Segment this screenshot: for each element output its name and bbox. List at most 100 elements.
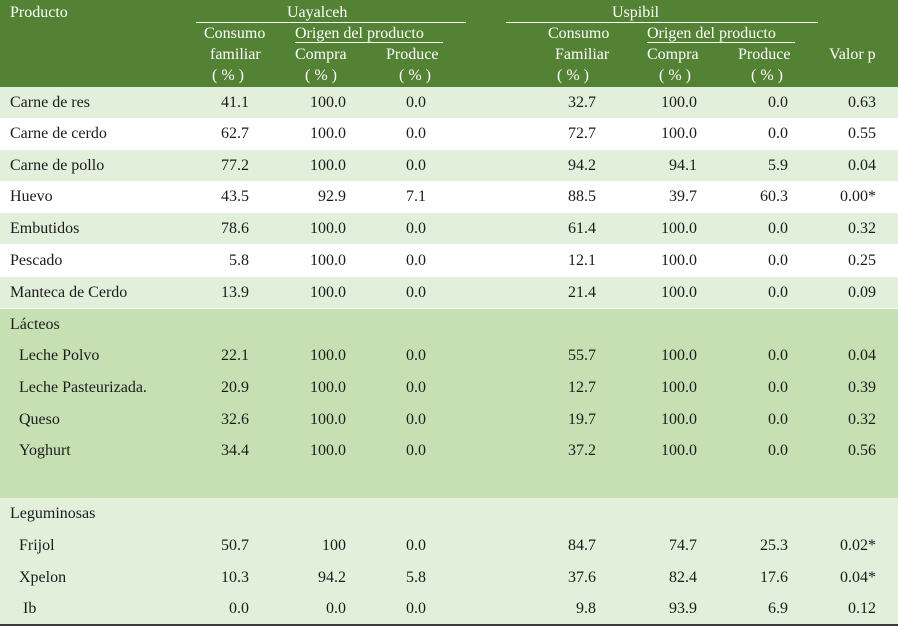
- table-header: Producto Uayalceh Uspibil Consumo famili…: [0, 0, 898, 87]
- cell-uay-compra: 100.0: [310, 157, 346, 174]
- row-label: Ib: [23, 600, 37, 617]
- table-row: Queso 32.6 100.0 0.0 19.7 100.0 0.0 0.32: [0, 404, 898, 435]
- cell-usp-compra: 100.0: [661, 379, 697, 396]
- table-row: Huevo 43.5 92.9 7.1 88.5 39.7 60.3 0.00*: [0, 181, 898, 212]
- cell-uay-compra: 100.0: [310, 379, 346, 396]
- row-label: Carne de pollo: [10, 157, 105, 174]
- cell-usp-consumo: 12.7: [568, 379, 596, 396]
- cell-usp-compra: 74.7: [669, 537, 697, 554]
- header-consumo-1-line2: familiar: [210, 46, 261, 63]
- header-consumo-2-pct: ( % ): [557, 67, 589, 84]
- table-row: Carne de res 41.1 100.0 0.0 32.7 100.0 0…: [0, 87, 898, 118]
- row-label: Carne de res: [10, 94, 90, 111]
- header-consumo-1-line1: Consumo: [204, 25, 266, 42]
- cell-usp-produce: 6.9: [768, 600, 788, 617]
- header-produce-1-pct: ( % ): [399, 67, 431, 84]
- cell-usp-consumo: 12.1: [568, 252, 596, 269]
- cell-uay-produce: 0.0: [406, 600, 426, 617]
- row-label: Xpelon: [19, 569, 67, 586]
- table-row: Leche Polvo 22.1 100.0 0.0 55.7 100.0 0.…: [0, 340, 898, 371]
- cell-usp-produce: 0.0: [768, 411, 788, 428]
- table-row: Carne de cerdo 62.7 100.0 0.0 72.7 100.0…: [0, 118, 898, 149]
- cell-valor-p: 0.02*: [840, 537, 876, 554]
- header-produce-2: Produce: [738, 46, 791, 63]
- cell-uay-produce: 0.0: [406, 220, 426, 237]
- cell-usp-produce: 0.0: [768, 284, 788, 301]
- cell-uay-consumo: 5.8: [229, 252, 249, 269]
- cell-valor-p: 0.56: [848, 442, 876, 459]
- table-row: Embutidos 78.6 100.0 0.0 61.4 100.0 0.0 …: [0, 213, 898, 244]
- cell-uay-consumo: 41.1: [221, 94, 249, 111]
- row-label: Embutidos: [10, 220, 80, 237]
- group-uspibil-rule: [506, 22, 818, 23]
- cell-usp-consumo: 21.4: [568, 284, 596, 301]
- cell-usp-produce: 17.6: [760, 569, 788, 586]
- cell-usp-produce: 0.0: [768, 220, 788, 237]
- cell-uay-consumo: 62.7: [221, 125, 249, 142]
- cell-uay-compra: 0.0: [326, 600, 346, 617]
- cell-uay-compra: 94.2: [318, 569, 346, 586]
- cell-valor-p: 0.04: [848, 347, 876, 364]
- cell-usp-compra: 39.7: [669, 188, 697, 205]
- cell-uay-produce: 0.0: [406, 94, 426, 111]
- cell-usp-consumo: 72.7: [568, 125, 596, 142]
- cell-usp-consumo: 88.5: [568, 188, 596, 205]
- cell-uay-consumo: 77.2: [221, 157, 249, 174]
- cell-usp-produce: 0.0: [768, 252, 788, 269]
- cell-uay-compra: 100: [322, 537, 346, 554]
- cell-usp-compra: 93.9: [669, 600, 697, 617]
- cell-usp-consumo: 61.4: [568, 220, 596, 237]
- group-row-lacteos: Lácteos: [0, 309, 898, 340]
- cell-valor-p: 0.12: [848, 600, 876, 617]
- cell-uay-consumo: 20.9: [221, 379, 249, 396]
- cell-usp-produce: 0.0: [768, 125, 788, 142]
- cell-uay-consumo: 50.7: [221, 537, 249, 554]
- row-label: Huevo: [10, 188, 53, 205]
- cell-usp-compra: 94.1: [669, 157, 697, 174]
- cell-valor-p: 0.63: [848, 94, 876, 111]
- cell-uay-produce: 0.0: [406, 252, 426, 269]
- header-origen-1: Origen del producto: [295, 25, 424, 42]
- cell-uay-produce: 7.1: [406, 188, 426, 205]
- header-group-uayalceh: Uayalceh: [287, 4, 348, 21]
- cell-usp-consumo: 94.2: [568, 157, 596, 174]
- lacteos-block: [0, 309, 898, 498]
- cell-usp-compra: 100.0: [661, 220, 697, 237]
- header-compra-2: Compra: [647, 46, 699, 63]
- cell-usp-produce: 60.3: [760, 188, 788, 205]
- leguminosas-block: [0, 498, 898, 624]
- cell-valor-p: 0.09: [848, 284, 876, 301]
- header-compra-2-pct: ( % ): [659, 67, 691, 84]
- table-bottom-rule: [0, 624, 898, 626]
- cell-usp-compra: 100.0: [661, 252, 697, 269]
- cell-valor-p: 0.25: [848, 252, 876, 269]
- table-row: Yoghurt 34.4 100.0 0.0 37.2 100.0 0.0 0.…: [0, 435, 898, 466]
- group-label: Leguminosas: [10, 505, 96, 522]
- cell-valor-p: 0.39: [848, 379, 876, 396]
- cell-usp-compra: 100.0: [661, 94, 697, 111]
- header-compra-1-pct: ( % ): [305, 67, 337, 84]
- header-compra-1: Compra: [295, 46, 347, 63]
- cell-valor-p: 0.32: [848, 411, 876, 428]
- table-row: Manteca de Cerdo 13.9 100.0 0.0 21.4 100…: [0, 277, 898, 308]
- header-produce-2-pct: ( % ): [751, 67, 783, 84]
- cell-valor-p: 0.55: [848, 125, 876, 142]
- cell-uay-compra: 100.0: [310, 347, 346, 364]
- cell-usp-compra: 82.4: [669, 569, 697, 586]
- cell-uay-compra: 100.0: [310, 284, 346, 301]
- origen-2-rule: [647, 42, 795, 43]
- cell-uay-produce: 0.0: [406, 284, 426, 301]
- cell-uay-produce: 0.0: [406, 411, 426, 428]
- table-row: Carne de pollo 77.2 100.0 0.0 94.2 94.1 …: [0, 150, 898, 181]
- header-consumo-2-line1: Consumo: [548, 25, 610, 42]
- cell-uay-consumo: 43.5: [221, 188, 249, 205]
- cell-usp-produce: 5.9: [768, 157, 788, 174]
- cell-uay-consumo: 0.0: [229, 600, 249, 617]
- cell-uay-consumo: 78.6: [221, 220, 249, 237]
- cell-usp-consumo: 55.7: [568, 347, 596, 364]
- table-row: Frijol 50.7 100 0.0 84.7 74.7 25.3 0.02*: [0, 530, 898, 561]
- cell-uay-produce: 0.0: [406, 442, 426, 459]
- header-valor-p: Valor p: [829, 46, 876, 63]
- header-consumo-2-line2: Familiar: [555, 46, 610, 63]
- cell-uay-compra: 100.0: [310, 252, 346, 269]
